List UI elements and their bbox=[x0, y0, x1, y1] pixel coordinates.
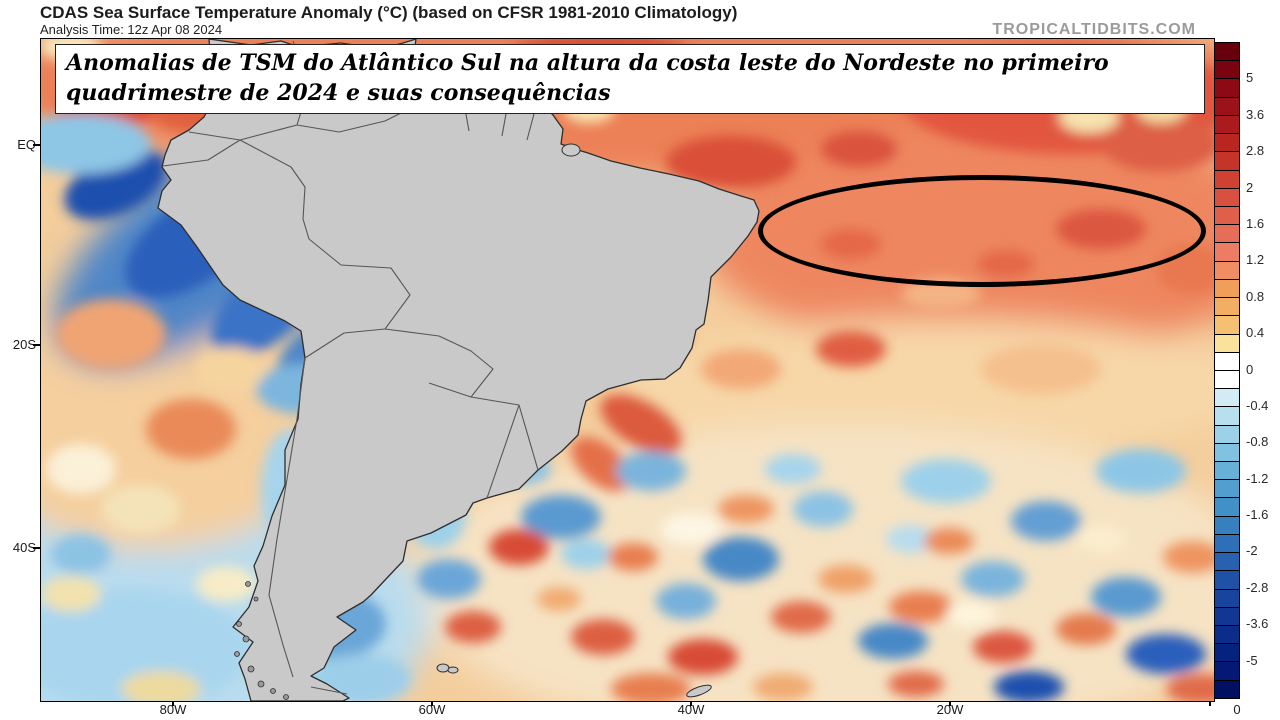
colorbar-segment bbox=[1215, 224, 1239, 243]
colorbar-label: -2 bbox=[1246, 543, 1258, 559]
colorbar-label: -5 bbox=[1246, 652, 1258, 668]
lat-label-eq: EQ bbox=[17, 137, 36, 152]
colorbar-segment bbox=[1215, 515, 1239, 534]
lon-tick-20w bbox=[949, 701, 951, 706]
colorbar-label: -3.6 bbox=[1246, 616, 1269, 632]
lon-label-40w: 40W bbox=[677, 702, 705, 717]
lat-tick-40s bbox=[33, 547, 40, 549]
colorbar-label: -0.8 bbox=[1246, 434, 1269, 450]
colorbar-label: 0 bbox=[1246, 361, 1254, 377]
lon-tick-0 bbox=[1209, 701, 1211, 706]
lon-tick-80w bbox=[172, 701, 174, 706]
analysis-time: Analysis Time: 12z Apr 08 2024 bbox=[40, 22, 223, 37]
page-title: CDAS Sea Surface Temperature Anomaly (°C… bbox=[40, 3, 738, 22]
lat-label-40s: 40S bbox=[12, 540, 36, 555]
colorbar-segment bbox=[1215, 479, 1239, 498]
colorbar-segment bbox=[1215, 260, 1239, 279]
sst-field bbox=[41, 39, 1214, 701]
colorbar-label: 1.6 bbox=[1246, 215, 1265, 231]
colorbar-label: 5 bbox=[1246, 70, 1254, 86]
colorbar-segment bbox=[1215, 424, 1239, 443]
lon-tick-40w bbox=[690, 701, 692, 706]
colorbar-segment bbox=[1215, 43, 1239, 61]
colorbar-segment bbox=[1215, 351, 1239, 370]
colorbar-label: 2.8 bbox=[1246, 143, 1265, 159]
colorbar-segment bbox=[1215, 133, 1239, 152]
colorbar-segment bbox=[1215, 588, 1239, 607]
lat-tick-20s bbox=[33, 344, 40, 346]
colorbar-label: 0.8 bbox=[1246, 288, 1265, 304]
colorbar-segment bbox=[1215, 679, 1239, 698]
colorbar-label: -1.6 bbox=[1246, 507, 1269, 523]
colorbar-labels: 5 3.6 2.8 2 1.6 1.2 0.8 0.4 0 -0.4 -0.8 -1.2 -1.6 -2 -… bbox=[1246, 42, 1280, 699]
colorbar-segment bbox=[1215, 570, 1239, 589]
colorbar-label: -1.2 bbox=[1246, 470, 1269, 486]
colorbar-segment bbox=[1215, 151, 1239, 170]
highlight-ellipse bbox=[758, 175, 1206, 287]
colorbar-segment bbox=[1215, 369, 1239, 389]
colorbar-segment bbox=[1215, 442, 1239, 462]
colorbar-segment bbox=[1215, 78, 1239, 97]
annotation-text: Anomalias de TSM do Atlântico Sul na alt… bbox=[66, 50, 1109, 106]
colorbar-segment bbox=[1215, 96, 1239, 115]
colorbar-segment bbox=[1215, 205, 1239, 225]
colorbar-label: -0.4 bbox=[1246, 397, 1269, 413]
colorbar-label: 3.6 bbox=[1246, 106, 1265, 122]
colorbar-label: 0.4 bbox=[1246, 325, 1265, 341]
colorbar-segment bbox=[1215, 297, 1239, 316]
lon-tick-60w bbox=[431, 701, 433, 706]
colorbar-segment bbox=[1215, 388, 1239, 407]
lat-label-20s: 20S bbox=[12, 337, 36, 352]
lon-label-0: 0 bbox=[1233, 702, 1241, 717]
colorbar-segment bbox=[1215, 114, 1239, 134]
colorbar-segment bbox=[1215, 625, 1239, 644]
sst-anomaly-map bbox=[40, 38, 1215, 702]
colorbar-segment bbox=[1215, 461, 1239, 480]
lon-label-20w: 20W bbox=[936, 702, 964, 717]
colorbar-segment bbox=[1215, 60, 1239, 79]
colorbar-segment bbox=[1215, 315, 1239, 334]
colorbar-segment bbox=[1215, 242, 1239, 261]
colorbar-label: 1.2 bbox=[1246, 252, 1265, 268]
colorbar-segment bbox=[1215, 169, 1239, 188]
colorbar-label: -2.8 bbox=[1246, 579, 1269, 595]
lat-tick-eq bbox=[33, 144, 40, 146]
colorbar-segment bbox=[1215, 661, 1239, 680]
colorbar-segment bbox=[1215, 497, 1239, 516]
colorbar-label: 2 bbox=[1246, 179, 1254, 195]
annotation-box: Anomalias de TSM do Atlântico Sul na alt… bbox=[55, 44, 1205, 114]
colorbar-segment bbox=[1215, 533, 1239, 553]
colorbar-segment bbox=[1215, 643, 1239, 662]
lon-label-60w: 60W bbox=[418, 702, 446, 717]
lon-label-80w: 80W bbox=[159, 702, 187, 717]
colorbar-segment bbox=[1215, 278, 1239, 298]
colorbar-segment bbox=[1215, 406, 1239, 425]
colorbar-segment bbox=[1215, 333, 1239, 352]
colorbar-segment bbox=[1215, 187, 1239, 206]
colorbar-segment bbox=[1215, 606, 1239, 625]
colorbar bbox=[1214, 42, 1240, 699]
colorbar-segment bbox=[1215, 552, 1239, 571]
watermark: TROPICALTIDBITS.COM bbox=[992, 21, 1196, 38]
